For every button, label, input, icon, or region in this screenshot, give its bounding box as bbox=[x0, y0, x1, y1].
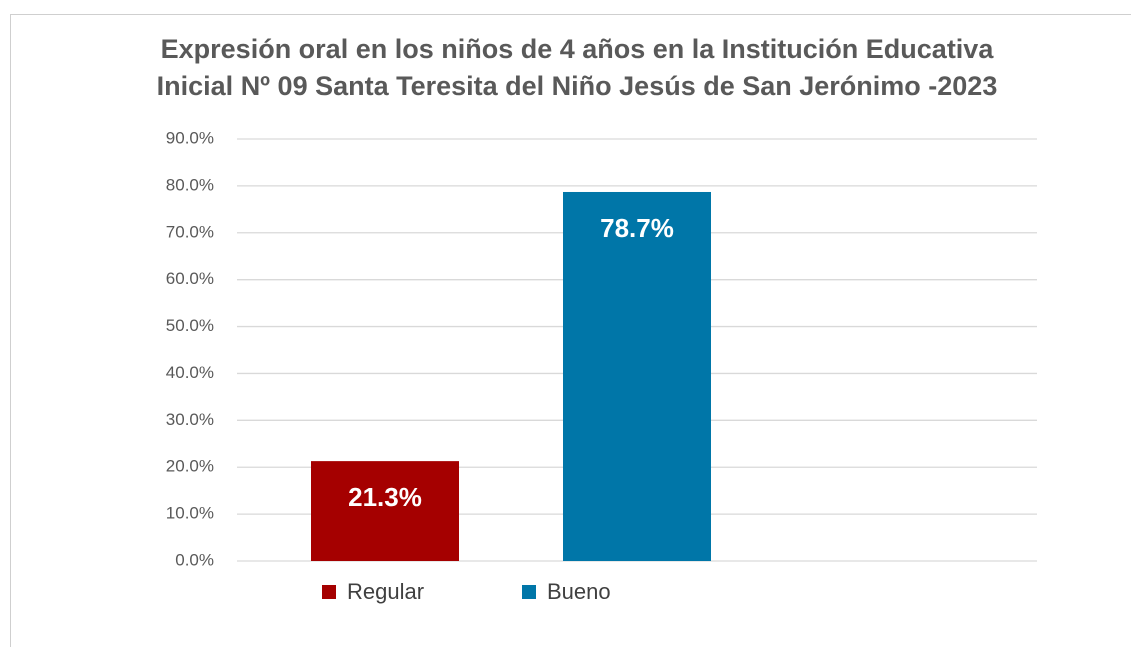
y-tick-label: 70.0% bbox=[166, 222, 214, 241]
y-tick-label: 40.0% bbox=[166, 363, 214, 382]
y-tick-label: 0.0% bbox=[175, 550, 214, 569]
legend-swatch bbox=[522, 585, 536, 599]
data-label: 21.3% bbox=[348, 482, 422, 512]
bar bbox=[311, 461, 459, 561]
legend-label: Regular bbox=[347, 579, 424, 604]
data-label: 78.7% bbox=[600, 213, 674, 243]
y-tick-label: 50.0% bbox=[166, 316, 214, 335]
y-tick-label: 80.0% bbox=[166, 175, 214, 194]
y-tick-label: 60.0% bbox=[166, 269, 214, 288]
y-tick-label: 20.0% bbox=[166, 457, 214, 476]
legend-label: Bueno bbox=[547, 579, 611, 604]
legend-swatch bbox=[322, 585, 336, 599]
y-tick-label: 10.0% bbox=[166, 504, 214, 523]
chart-frame bbox=[10, 14, 1131, 647]
chart-title: Expresión oral en los niños de 4 años en… bbox=[156, 34, 998, 101]
y-tick-label: 30.0% bbox=[166, 410, 214, 429]
bar bbox=[563, 191, 711, 562]
y-tick-label: 90.0% bbox=[166, 128, 214, 147]
